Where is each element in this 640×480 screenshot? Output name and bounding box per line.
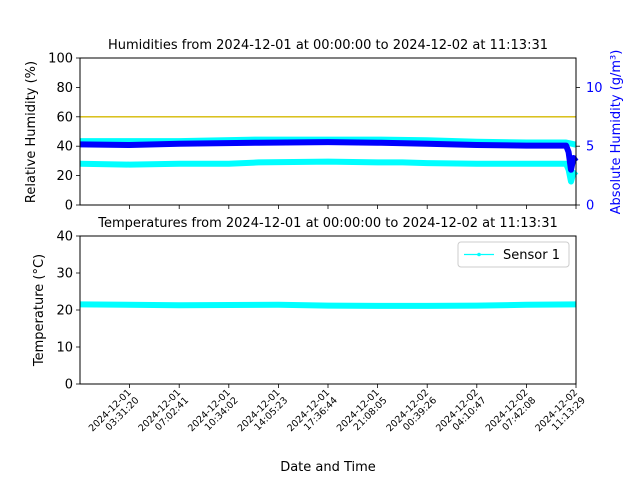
- humidity-y-tick-label: 0: [65, 199, 73, 214]
- temperature-x-ticks: 2024-12-0103:31:202024-12-0107:02:412024…: [87, 384, 588, 434]
- humidity-y-tick-label: 20: [56, 169, 73, 184]
- humidity-series-3-line: [79, 139, 579, 173]
- temperature-y-tick-label: 20: [56, 304, 73, 319]
- temperature-y-ticks: 0 10 20 30 40: [56, 230, 80, 393]
- abs-humidity-y-tick-label: 0: [586, 199, 594, 214]
- legend-label-sensor-1: Sensor 1: [503, 248, 560, 263]
- humidity-y-axis-label: Relative Humidity (%): [24, 61, 39, 203]
- temperature-chart-title: Temperatures from 2024-12-01 at 00:00:00…: [97, 216, 557, 231]
- x-axis-label: Date and Time: [280, 460, 376, 475]
- humidity-series-1-line: [79, 158, 579, 185]
- temperature-series-group: [79, 301, 577, 309]
- legend: Sensor 1: [457, 241, 570, 268]
- abs-humidity-y-tick-label: 5: [586, 140, 594, 155]
- humidity-y-tick-label: 80: [56, 81, 73, 96]
- humidity-series-group: [79, 116, 579, 185]
- temperature-y-tick-label: 10: [56, 341, 73, 356]
- abs-humidity-y-axis-label: Absolute Humidity (g/m³): [609, 50, 624, 215]
- humidity-y-ticks: 0 20 40 60 80 100: [48, 52, 577, 214]
- humidity-chart-title: Humidities from 2024-12-01 at 00:00:00 t…: [108, 38, 548, 53]
- legend-box: [457, 241, 570, 268]
- humidity-chart: Humidities from 2024-12-01 at 00:00:00 t…: [24, 38, 624, 214]
- humidity-y-tick-label: 60: [56, 110, 73, 125]
- humidity-y-tick-label: 40: [56, 140, 73, 155]
- temperature-y-tick-label: 30: [56, 267, 73, 282]
- humidity-plot-area: [80, 58, 576, 205]
- temperature-chart: Temperatures from 2024-12-01 at 00:00:00…: [32, 216, 588, 475]
- temperature-y-axis-label: Temperature (°C): [32, 254, 47, 367]
- temperature-y-tick-label: 40: [56, 230, 73, 245]
- legend-marker-sensor-1: [477, 252, 481, 257]
- temperature-y-tick-label: 0: [65, 378, 73, 393]
- temperature-series-1-line: [79, 301, 577, 309]
- humidity-y-tick-label: 100: [48, 52, 73, 67]
- abs-humidity-y-ticks: 0 5 10: [576, 81, 603, 214]
- abs-humidity-y-tick-label: 10: [586, 81, 603, 96]
